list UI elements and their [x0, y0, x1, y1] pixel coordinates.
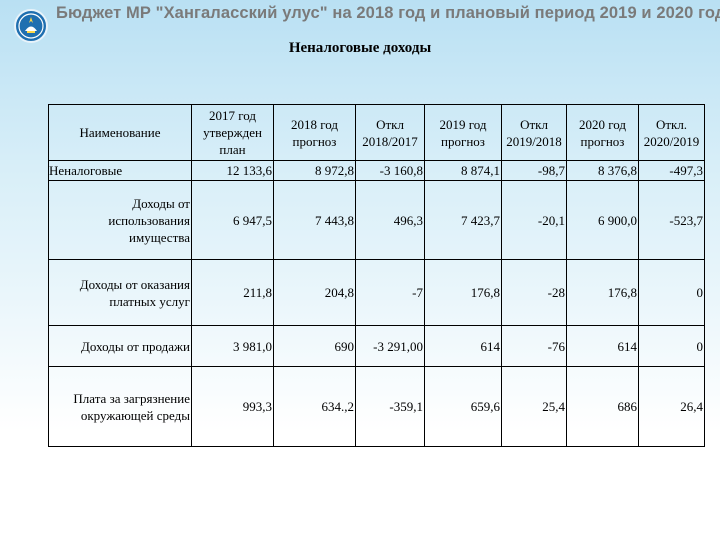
row-name: Плата за загрязнение окружающей среды: [48, 366, 192, 447]
cell-2019-forecast: 176,8: [424, 259, 502, 326]
column-header: 2020 год прогноз: [566, 104, 639, 161]
row-name: Доходы от оказания платных услуг: [48, 259, 192, 326]
emblem-graphic: [18, 13, 44, 39]
column-header: Откл. 2020/2019: [638, 104, 705, 161]
cell-dev-2019-2018: -98,7: [501, 160, 567, 181]
cell-2017-plan: 12 133,6: [191, 160, 274, 181]
cell-2019-forecast: 659,6: [424, 366, 502, 447]
column-header: Откл 2019/2018: [501, 104, 567, 161]
cell-dev-2020-2019: -523,7: [638, 180, 705, 260]
cell-dev-2020-2019: -497,3: [638, 160, 705, 181]
cell-2017-plan: 211,8: [191, 259, 274, 326]
cell-dev-2018-2017: 496,3: [355, 180, 425, 260]
row-name: Доходы от продажи: [48, 325, 192, 367]
main-title: Бюджет МР "Хангаласский улус" на 2018 го…: [56, 4, 720, 22]
cell-2017-plan: 3 981,0: [191, 325, 274, 367]
column-header: 2018 год прогноз: [273, 104, 356, 161]
cell-2019-forecast: 7 423,7: [424, 180, 502, 260]
cell-2017-plan: 993,3: [191, 366, 274, 447]
table-row: Плата за загрязнение окружающей среды 99…: [48, 366, 705, 447]
column-header: Откл 2018/2017: [355, 104, 425, 161]
cell-dev-2019-2018: 25,4: [501, 366, 567, 447]
cell-dev-2018-2017: -359,1: [355, 366, 425, 447]
row-name: Неналоговые: [48, 160, 192, 181]
cell-2018-forecast: 634.,2: [273, 366, 356, 447]
cell-dev-2019-2018: -76: [501, 325, 567, 367]
page-subtitle: Неналоговые доходы: [288, 40, 432, 56]
cell-2020-forecast: 6 900,0: [566, 180, 639, 260]
cell-2018-forecast: 8 972,8: [273, 160, 356, 181]
cell-2018-forecast: 7 443,8: [273, 180, 356, 260]
non-tax-revenue-table: Наименование 2017 год утвержден план 201…: [48, 104, 705, 447]
cell-2019-forecast: 614: [424, 325, 502, 367]
cell-2020-forecast: 614: [566, 325, 639, 367]
column-header: 2017 год утвержден план: [191, 104, 274, 161]
column-header: Наименование: [48, 104, 192, 161]
table-row: Доходы от использования имущества 6 947,…: [48, 180, 705, 260]
cell-dev-2019-2018: -28: [501, 259, 567, 326]
table-row: Доходы от продажи 3 981,0 690 -3 291,00 …: [48, 325, 705, 367]
cell-dev-2020-2019: 26,4: [638, 366, 705, 447]
cell-dev-2020-2019: 0: [638, 325, 705, 367]
cell-2019-forecast: 8 874,1: [424, 160, 502, 181]
cell-2018-forecast: 690: [273, 325, 356, 367]
cell-2020-forecast: 8 376,8: [566, 160, 639, 181]
column-header: 2019 год прогноз: [424, 104, 502, 161]
table-row: Неналоговые 12 133,6 8 972,8 -3 160,8 8 …: [48, 160, 705, 181]
cell-2020-forecast: 176,8: [566, 259, 639, 326]
cell-dev-2018-2017: -7: [355, 259, 425, 326]
cell-dev-2019-2018: -20,1: [501, 180, 567, 260]
republic-emblem-icon: [14, 9, 48, 43]
cell-2020-forecast: 686: [566, 366, 639, 447]
cell-dev-2018-2017: -3 160,8: [355, 160, 425, 181]
row-name: Доходы от использования имущества: [48, 180, 192, 260]
cell-2018-forecast: 204,8: [273, 259, 356, 326]
cell-2017-plan: 6 947,5: [191, 180, 274, 260]
cell-dev-2020-2019: 0: [638, 259, 705, 326]
cell-dev-2018-2017: -3 291,00: [355, 325, 425, 367]
table-row: Доходы от оказания платных услуг 211,8 2…: [48, 259, 705, 326]
table-header-row: Наименование 2017 год утвержден план 201…: [48, 104, 705, 161]
